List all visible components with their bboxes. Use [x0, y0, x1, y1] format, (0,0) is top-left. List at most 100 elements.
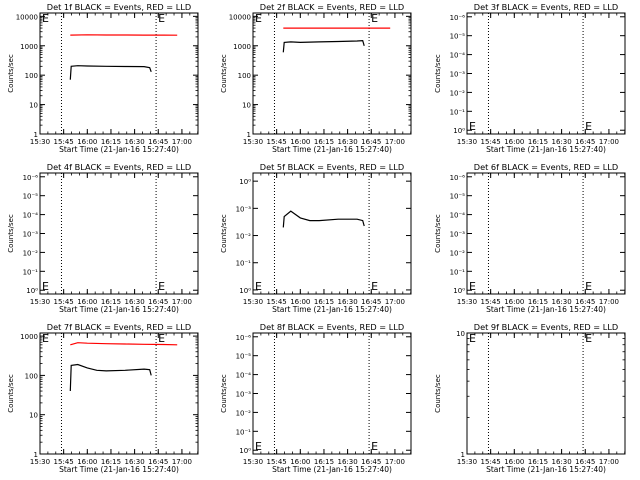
event-marker-label: E [42, 12, 49, 25]
plot-frame [39, 12, 199, 135]
x-tick-label: 17:00 [385, 298, 405, 306]
plot-frame [39, 172, 199, 295]
y-tick-label: 10000 [229, 13, 251, 21]
y-tick-label: 10⁻² [450, 89, 466, 97]
series-line-lld [70, 342, 178, 346]
y-tick-label: 1000 [233, 43, 251, 51]
x-tick-label: 16:15 [314, 298, 334, 306]
x-axis-label: Start Time (21-Jan-16 15:27:40) [59, 305, 179, 314]
x-tick-label: 16:15 [314, 458, 334, 466]
chart-title: Det 7f BLACK = Events, RED = LLD [47, 322, 191, 332]
x-tick-label: 15:45 [54, 458, 74, 466]
chart-panel-2: Det 2f BLACK = Events, RED = LLD 1 10 100 10… [220, 2, 412, 154]
x-tick-label: 16:00 [290, 298, 310, 306]
x-tick-label: 16:30 [125, 298, 145, 306]
event-marker-label: E [158, 280, 165, 293]
event-marker-label: E [42, 280, 49, 293]
chart-panel-1: Det 1f BLACK = Events, RED = LLD 1 10 100 10… [7, 2, 199, 154]
series-line-events [69, 363, 152, 392]
series-line-events [282, 39, 365, 53]
event-marker-label: E [469, 120, 476, 133]
x-tick-label: 15:30 [457, 138, 477, 146]
x-tick-label: 16:15 [314, 138, 334, 146]
chart-panel-9: Det 9f BLACK = Events, RED = LLD 1 10 15:30… [434, 322, 626, 474]
event-marker-label: E [255, 280, 262, 293]
y-tick-label: 100 [25, 372, 38, 380]
x-tick-label: 16:15 [101, 138, 121, 146]
y-tick-label: 10 [29, 412, 38, 420]
x-tick-label: 16:30 [338, 138, 358, 146]
x-tick-label: 17:00 [385, 138, 405, 146]
y-axis-label: Counts/sec [434, 374, 442, 413]
y-tick-label: 1000 [20, 43, 38, 51]
y-tick-label: 10000 [16, 13, 38, 21]
y-tick-label: 10⁻³ [450, 71, 466, 79]
x-axis-label: Start Time (21-Jan-16 15:27:40) [272, 305, 392, 314]
y-tick-label: 10⁻² [236, 409, 252, 417]
event-marker-label: E [371, 440, 378, 453]
x-tick-label: 16:45 [575, 138, 595, 146]
x-tick-label: 15:45 [267, 298, 287, 306]
x-tick-label: 15:30 [30, 458, 50, 466]
chart-title: Det 9f BLACK = Events, RED = LLD [474, 322, 618, 332]
x-tick-label: 17:00 [599, 458, 619, 466]
y-tick-label: 1 [34, 451, 38, 459]
y-tick-label: 10⁻⁴ [450, 212, 466, 220]
x-axis-label: Start Time (21-Jan-16 15:27:40) [59, 145, 179, 154]
plot-frame [252, 172, 412, 295]
y-tick-label: 10⁻³ [23, 231, 39, 239]
x-tick-label: 16:30 [552, 458, 572, 466]
x-tick-label: 16:30 [338, 298, 358, 306]
y-tick-label: 10⁻³ [236, 205, 252, 213]
plot-frame [252, 12, 412, 135]
x-tick-label: 16:45 [361, 298, 381, 306]
chart-panel-7: Det 7f BLACK = Events, RED = LLD 1 10 100 10… [7, 322, 199, 474]
series-line-events [282, 210, 365, 228]
x-tick-label: 17:00 [385, 458, 405, 466]
x-axis-label: Start Time (21-Jan-16 15:27:40) [486, 305, 606, 314]
x-tick-label: 16:45 [361, 138, 381, 146]
y-tick-label: 10⁻⁴ [236, 372, 252, 380]
y-tick-label: 10⁻⁴ [23, 212, 39, 220]
x-tick-label: 15:30 [30, 138, 50, 146]
y-tick-label: 1 [247, 131, 251, 139]
y-tick-label: 10⁻⁶ [450, 174, 466, 182]
chart-title: Det 3f BLACK = Events, RED = LLD [474, 2, 618, 12]
x-axis-label: Start Time (21-Jan-16 15:27:40) [486, 145, 606, 154]
chart-panel-5: Det 5f BLACK = Events, RED = LLD 10⁰ 10⁻¹ 1… [220, 162, 412, 314]
x-tick-label: 16:45 [148, 298, 168, 306]
y-tick-label: 10⁻² [450, 249, 466, 257]
x-tick-label: 16:30 [552, 298, 572, 306]
y-axis-label: Counts/sec [434, 54, 442, 93]
y-tick-label: 10⁻⁵ [23, 193, 39, 201]
y-tick-label: 10⁻⁶ [23, 174, 39, 182]
x-tick-label: 16:45 [575, 458, 595, 466]
event-marker-label: E [469, 280, 476, 293]
event-marker-label: E [371, 12, 378, 25]
x-tick-label: 16:45 [148, 458, 168, 466]
x-tick-label: 16:15 [528, 138, 548, 146]
x-axis-label: Start Time (21-Jan-16 15:27:40) [272, 145, 392, 154]
x-tick-label: 17:00 [599, 138, 619, 146]
event-marker-label: E [585, 332, 592, 345]
event-marker-label: E [42, 332, 49, 345]
x-axis-label: Start Time (21-Jan-16 15:27:40) [59, 465, 179, 474]
x-tick-label: 16:00 [504, 138, 524, 146]
event-marker-label: E [371, 280, 378, 293]
plot-frame [466, 332, 626, 455]
y-tick-label: 100 [238, 72, 251, 80]
y-tick-label: 10⁻³ [450, 231, 466, 239]
x-tick-label: 16:45 [361, 458, 381, 466]
y-axis-label: Counts/sec [220, 374, 228, 413]
chart-panel-6: Det 6f BLACK = Events, RED = LLD 10⁰ 10⁻¹ 1… [434, 162, 626, 314]
y-tick-label: 10⁰ [239, 178, 251, 186]
x-tick-label: 15:45 [267, 458, 287, 466]
y-axis-label: Counts/sec [7, 54, 15, 93]
x-tick-label: 15:45 [267, 138, 287, 146]
x-tick-label: 16:45 [148, 138, 168, 146]
y-tick-label: 10⁻¹ [450, 108, 466, 116]
x-tick-label: 17:00 [172, 458, 192, 466]
x-tick-label: 16:15 [528, 458, 548, 466]
x-tick-label: 15:45 [481, 138, 501, 146]
